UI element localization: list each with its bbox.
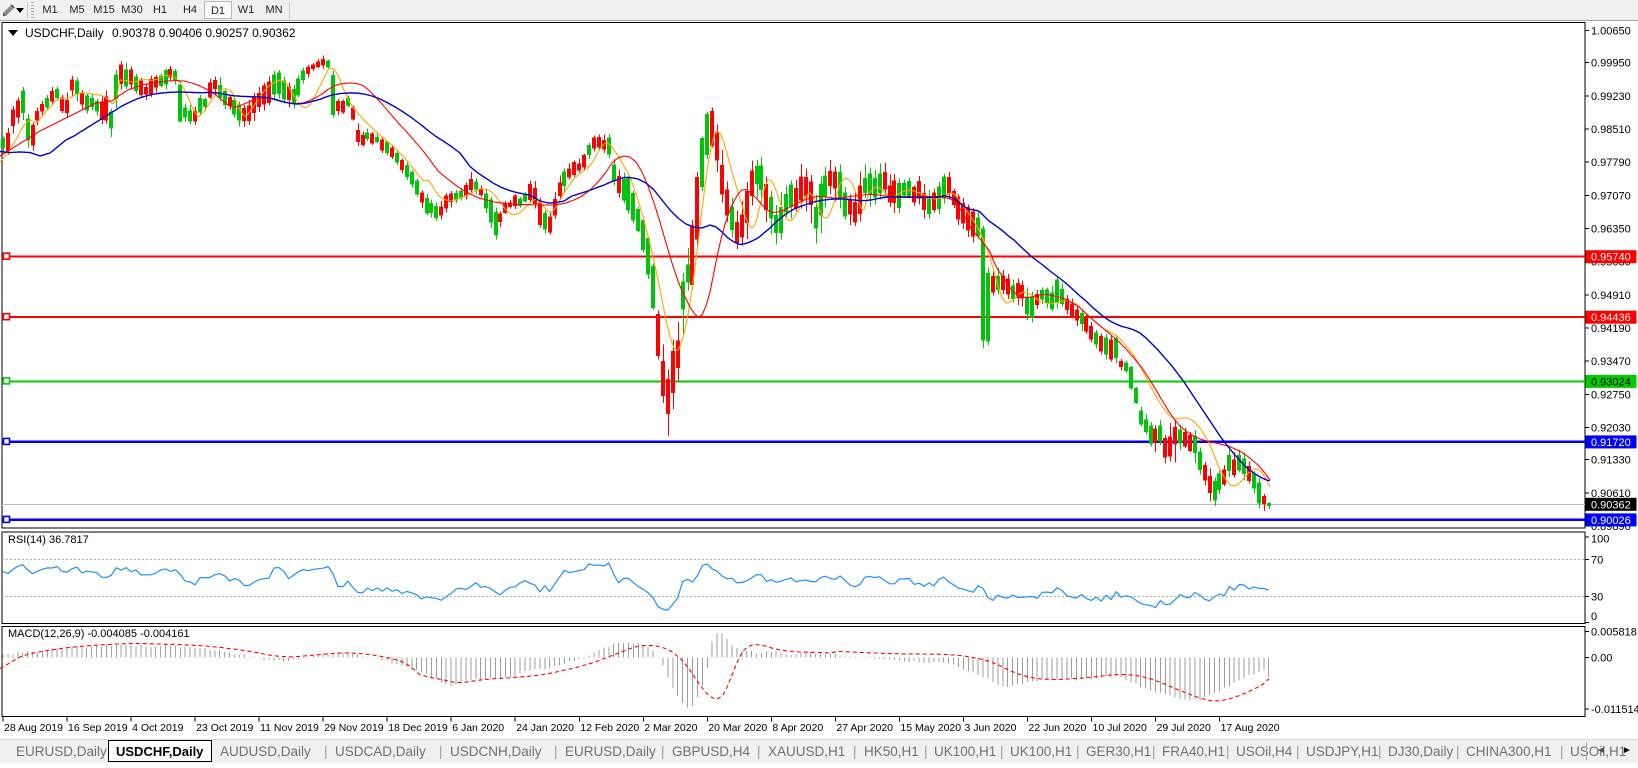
svg-text:0.97790: 0.97790 [1591,157,1631,169]
svg-text:29 Nov 2019: 29 Nov 2019 [324,722,384,734]
svg-text:0.94190: 0.94190 [1591,323,1631,335]
svg-text:0.95740: 0.95740 [1591,252,1631,264]
svg-text:2 Mar 2020: 2 Mar 2020 [644,722,697,734]
svg-text:100: 100 [1591,534,1609,546]
svg-text:0.90378 0.90406 0.90257 0.9036: 0.90378 0.90406 0.90257 0.90362 [112,26,296,40]
svg-text:0.99230: 0.99230 [1591,91,1631,103]
svg-text:23 Oct 2019: 23 Oct 2019 [196,722,253,734]
svg-text:USDCHF,Daily: USDCHF,Daily [25,26,104,40]
svg-text:0.00: 0.00 [1591,653,1612,665]
svg-text:MACD(12,26,9) -0.004085 -0.004: MACD(12,26,9) -0.004085 -0.004161 [8,628,190,640]
svg-text:-0.011514: -0.011514 [1591,704,1638,716]
svg-text:4 Oct 2019: 4 Oct 2019 [132,722,184,734]
svg-text:15 May 2020: 15 May 2020 [900,722,961,734]
svg-text:0: 0 [1591,611,1597,623]
svg-text:70: 70 [1591,555,1603,567]
svg-text:0.005818: 0.005818 [1591,627,1637,639]
svg-text:0.93024: 0.93024 [1591,376,1631,388]
svg-text:0.90026: 0.90026 [1591,515,1631,527]
svg-text:0.91330: 0.91330 [1591,455,1631,467]
svg-text:6 Jan 2020: 6 Jan 2020 [452,722,504,734]
svg-text:0.92750: 0.92750 [1591,389,1631,401]
svg-text:18 Dec 2019: 18 Dec 2019 [388,722,448,734]
svg-text:0.97070: 0.97070 [1591,190,1631,202]
svg-text:24 Jan 2020: 24 Jan 2020 [516,722,574,734]
svg-text:1.00650: 1.00650 [1591,25,1631,37]
svg-text:0.99950: 0.99950 [1591,58,1631,70]
svg-text:RSI(14) 36.7817: RSI(14) 36.7817 [8,534,89,546]
svg-text:0.93470: 0.93470 [1591,356,1631,368]
svg-text:0.96350: 0.96350 [1591,224,1631,236]
svg-text:10 Jul 2020: 10 Jul 2020 [1093,722,1147,734]
svg-text:0.94910: 0.94910 [1591,290,1631,302]
svg-text:12 Feb 2020: 12 Feb 2020 [580,722,639,734]
svg-text:0.90610: 0.90610 [1591,488,1631,500]
svg-text:11 Nov 2019: 11 Nov 2019 [260,722,319,734]
svg-text:0.92030: 0.92030 [1591,423,1631,435]
svg-text:27 Apr 2020: 27 Apr 2020 [836,722,893,734]
svg-text:0.90362: 0.90362 [1591,499,1631,511]
svg-text:28 Aug 2019: 28 Aug 2019 [4,722,63,734]
svg-text:29 Jul 2020: 29 Jul 2020 [1157,722,1211,734]
svg-text:17 Aug 2020: 17 Aug 2020 [1221,722,1280,734]
svg-text:0.94436: 0.94436 [1591,312,1631,324]
svg-text:20 Mar 2020: 20 Mar 2020 [708,722,767,734]
svg-text:3 Jun 2020: 3 Jun 2020 [965,722,1017,734]
svg-text:22 Jun 2020: 22 Jun 2020 [1029,722,1087,734]
svg-text:8 Apr 2020: 8 Apr 2020 [772,722,823,734]
svg-text:30: 30 [1591,591,1603,603]
svg-text:16 Sep 2019: 16 Sep 2019 [68,722,128,734]
svg-text:0.91720: 0.91720 [1591,437,1631,449]
svg-text:0.98510: 0.98510 [1591,124,1631,136]
